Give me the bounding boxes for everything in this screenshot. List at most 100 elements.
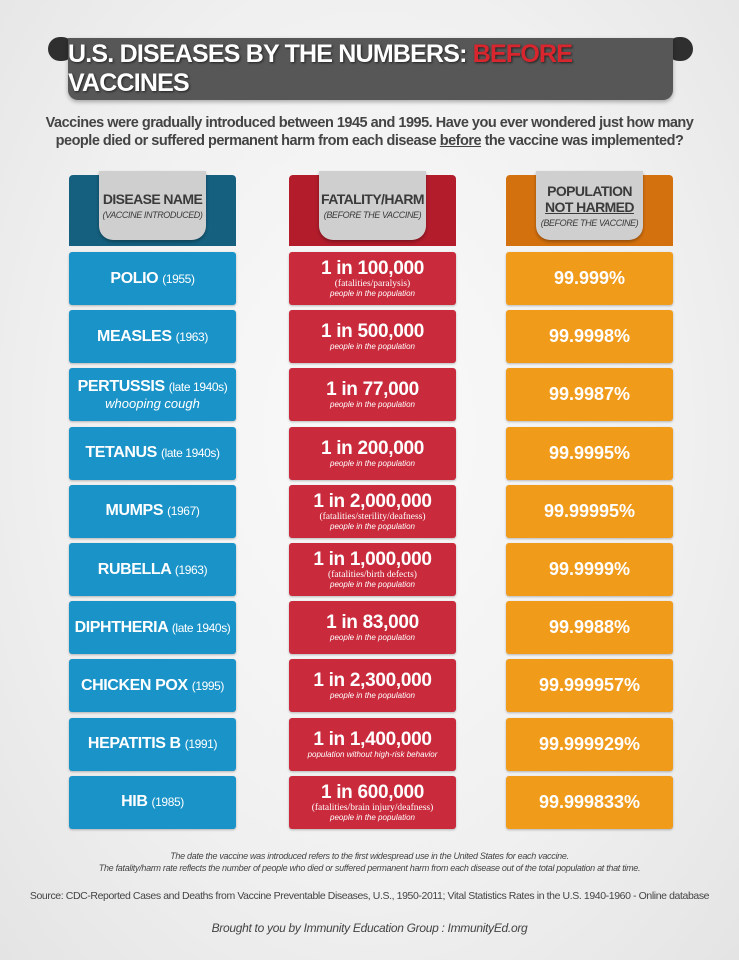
disease-name: RUBELLA (1963) [97,560,208,579]
disease-label: MEASLES [97,327,172,345]
disease-cell: DIPHTHERIA (late 1940s) [69,601,236,655]
percent-not-harmed: 99.999957% [538,675,641,696]
fatality-rate: 1 in 2,300,000 [313,670,432,692]
footnote-1: The date the vaccine was introduced refe… [170,851,569,861]
percent-not-harmed: 99.9995% [548,442,631,463]
percent-not-harmed: 99.9999% [548,559,631,579]
disease-cell: TETANUS (late 1940s) [69,426,236,480]
disease-name: PERTUSSIS (late 1940s) [78,378,228,396]
disease-label: HIB [121,793,148,811]
disease-name: HIB (1985) [121,793,184,811]
disease-cell: MEASLES (1963) [69,310,236,364]
page-title: U.S. DISEASES BY THE NUMBERS: BEFORE VAC… [68,40,673,98]
vaccine-year: (1963) [175,329,209,344]
header-title: DISEASE NAME [102,191,203,207]
header-title: FATALITY/HARM [321,191,424,207]
disease-name: MUMPS (1967) [106,502,200,520]
vaccine-year: (late 1940s) [161,446,220,461]
vaccine-year: (1967) [167,504,200,519]
population-note: people in the population [330,342,415,352]
footnote-2: The fatality/harm rate reflects the numb… [98,863,641,873]
not-harmed-cell: 99.9999% [506,543,673,596]
population-note: people in the population [330,691,415,701]
fatality-rate: 1 in 1,400,000 [313,728,432,750]
vaccine-year: (1963) [174,562,208,577]
fatality-cell: 1 in 500,000 people in the population [289,310,456,364]
population-note: people in the population [330,812,415,822]
percent-not-harmed: 99.99995% [543,500,636,521]
disease-label: POLIO [110,269,159,287]
not-harmed-cell: 99.999% [506,252,673,305]
population-note: people in the population [330,633,415,643]
disease-cell: CHICKEN POX (1995) [69,659,236,713]
fatality-cell: 1 in 2,000,000 (fatalities/sterility/dea… [289,484,456,538]
title-banner: U.S. DISEASES BY THE NUMBERS: BEFORE VAC… [68,38,673,100]
header-disease-name: DISEASE NAME (VACCINE INTRODUCED) [69,171,236,246]
disease-name: POLIO (1955) [110,269,195,288]
vaccine-year: (1985) [151,795,185,810]
header-sub: (VACCINE INTRODUCED) [102,210,203,220]
disease-common-name: whooping cough [105,396,200,412]
header-fatality-harm: FATALITY/HARM (BEFORE THE VACCINE) [289,171,456,246]
fatality-rate: 1 in 1,000,000 [313,549,432,570]
not-harmed-cell: 99.999833% [506,775,673,829]
title-highlight: BEFORE [472,40,573,68]
footnotes: The date the vaccine was introduced refe… [0,850,739,874]
disease-label: PERTUSSIS [77,378,165,396]
fatality-cell: 1 in 2,300,000 people in the population [289,659,456,713]
intro-text: Vaccines were gradually introduced betwe… [40,114,699,150]
not-harmed-cell: 99.9988% [506,601,673,655]
harm-type: (fatalities/birth defects) [328,570,417,580]
fatality-rate: 1 in 600,000 [320,781,425,803]
disease-cell: POLIO (1955) [69,252,236,305]
disease-name: TETANUS (late 1940s) [85,444,220,462]
fatality-cell: 1 in 1,000,000 (fatalities/birth defects… [289,543,456,596]
vaccine-year: (1991) [184,737,218,752]
vaccine-year: (1995) [191,678,225,693]
population-note: population without high-risk behavior [307,749,438,759]
disease-cell: MUMPS (1967) [69,484,236,538]
population-note: people in the population [330,400,415,410]
disease-name: HEPATITIS B (1991) [88,735,218,753]
intro-line2b: the vaccine was implemented? [481,133,684,149]
intro-line2a: people died or suffered permanent harm f… [55,133,440,149]
vaccine-year: (1955) [162,271,195,286]
disease-label: RUBELLA [97,560,171,578]
header-population-not-harmed: POPULATION NOT HARMED (BEFORE THE VACCINE) [506,171,673,246]
harm-type: (fatalities/paralysis) [334,279,411,289]
fatality-cell: 1 in 600,000 (fatalities/brain injury/de… [289,775,456,829]
percent-not-harmed: 99.9988% [548,617,631,638]
percent-not-harmed: 99.999929% [538,733,641,754]
harm-type: (fatalities/sterility/deafness) [319,511,426,522]
intro-line1: Vaccines were gradually introduced betwe… [45,115,694,131]
disease-label: MUMPS [105,502,164,520]
fatality-rate: 1 in 100,000 [320,258,425,279]
fatality-cell: 1 in 100,000 (fatalities/paralysis) peop… [289,252,456,305]
title-part2: VACCINES [68,69,190,97]
vaccine-year: (late 1940s) [168,380,228,395]
disease-cell: PERTUSSIS (late 1940s) whooping cough [69,368,236,422]
disease-name: CHICKEN POX (1995) [81,677,224,695]
fatality-rate: 1 in 2,000,000 [313,490,432,512]
fatality-rate: 1 in 77,000 [326,379,419,401]
fatality-rate: 1 in 200,000 [320,437,425,459]
intro-emphasis: before [439,133,482,149]
fatality-cell: 1 in 200,000 people in the population [289,426,456,480]
title-part1: U.S. DISEASES BY THE NUMBERS: [68,40,467,68]
intro-line2: people died or suffered permanent harm f… [40,132,699,150]
disease-cell: HIB (1985) [69,775,236,829]
credit-text: Brought to you by Immunity Education Gro… [211,921,528,935]
source-text: Source: CDC-Reported Cases and Deaths fr… [29,890,710,902]
header-title2: NOT HARMED [545,199,634,215]
fatality-cell: 1 in 1,400,000 population without high-r… [289,717,456,771]
disease-name: DIPHTHERIA (late 1940s) [75,619,231,637]
fatality-cell: 1 in 83,000 people in the population [289,601,456,655]
vaccine-year: (late 1940s) [171,620,231,635]
population-note: people in the population [330,580,415,589]
not-harmed-cell: 99.999929% [506,717,673,771]
not-harmed-cell: 99.999957% [506,659,673,713]
disease-label: TETANUS [85,444,157,462]
population-note: people in the population [330,289,415,298]
harm-type: (fatalities/brain injury/deafness) [311,802,434,813]
percent-not-harmed: 99.999833% [538,791,641,812]
